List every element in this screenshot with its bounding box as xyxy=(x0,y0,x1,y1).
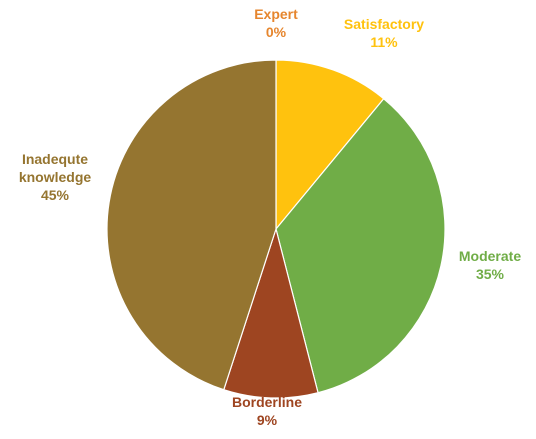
slice-label-expert: Expert 0% xyxy=(254,6,298,40)
pie-slices xyxy=(106,59,446,399)
slice-value-label: 45% xyxy=(41,187,70,203)
slice-name-label: Expert xyxy=(254,6,298,22)
slice-label-inadequte-knowledge: Inadequte knowledge 45% xyxy=(19,151,92,203)
pie-slice-moderate xyxy=(275,97,446,394)
slice-label-borderline: Borderline 9% xyxy=(232,394,302,428)
slice-value-label: 9% xyxy=(257,412,278,428)
pie-labels: Expert 0% Satisfactory 11% Moderate 35% Border… xyxy=(19,6,522,428)
pie-slice-inadequte-knowledge xyxy=(106,59,277,391)
slice-label-moderate: Moderate 35% xyxy=(459,248,521,282)
slice-value-label: 0% xyxy=(266,24,287,40)
slice-value-label: 35% xyxy=(476,266,505,282)
pie-slice-satisfactory xyxy=(275,59,385,231)
pie-slice-borderline xyxy=(223,226,319,399)
slice-name-label: Borderline xyxy=(232,394,302,410)
slice-name-label: Inadequte xyxy=(22,151,88,167)
slice-label-satisfactory: Satisfactory 11% xyxy=(344,16,424,50)
slice-value-label: 11% xyxy=(370,34,398,50)
slice-name-label: Satisfactory xyxy=(344,16,424,32)
slice-name-label: Moderate xyxy=(459,248,521,264)
slice-name-label: knowledge xyxy=(19,169,92,185)
